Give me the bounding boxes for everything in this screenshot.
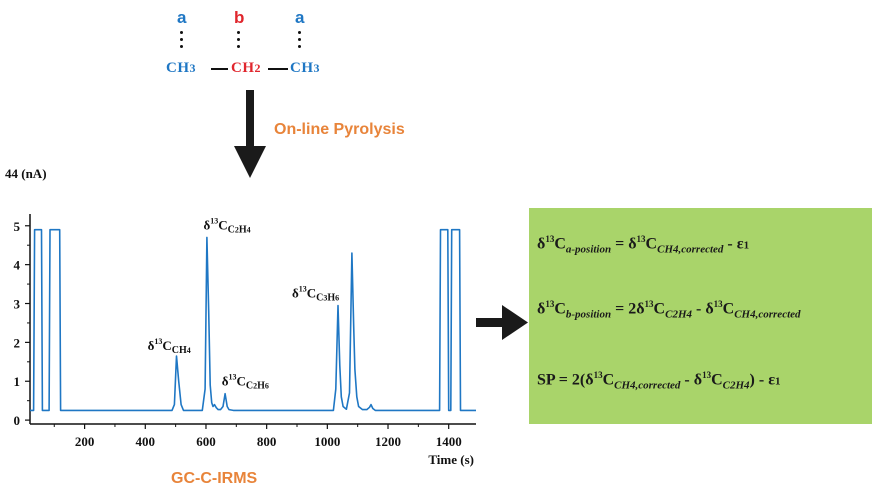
y-tick-label: 4 — [14, 258, 21, 273]
x-axis-label: Time (s) — [428, 452, 474, 467]
dotted-connector-left — [180, 31, 183, 52]
x-tick-label: 1200 — [375, 434, 401, 449]
down-arrow-icon — [234, 90, 266, 178]
methyl-group-right: CH3 — [290, 60, 320, 77]
right-arrow-icon — [476, 305, 528, 340]
bond-left — [211, 68, 228, 70]
position-label-b: b — [234, 8, 245, 27]
equation-panel: δ13Ca-position = δ13CCH4,corrected - ε1 … — [529, 208, 872, 424]
chromatogram-trace — [30, 228, 476, 412]
bond-right — [268, 68, 288, 70]
dotted-connector-middle — [237, 31, 240, 52]
x-tick-label: 600 — [196, 434, 216, 449]
group-sub: 3 — [189, 61, 196, 75]
group-sub: 2 — [254, 61, 261, 75]
equation-b-position: δ13Cb-position = 2δ13CC2H4 - δ13CCH4,cor… — [537, 299, 801, 321]
equation-a-position: δ13Ca-position = δ13CCH4,corrected - ε1 — [537, 234, 750, 256]
peak-annotation: δ13CC2H6 — [222, 373, 269, 392]
x-tick-label: 1000 — [314, 434, 340, 449]
x-tick-label: 800 — [257, 434, 277, 449]
dotted-connector-right — [298, 31, 301, 52]
x-tick-label: 200 — [75, 434, 95, 449]
y-tick-label: 2 — [14, 335, 21, 350]
y-axis-label: 44 (nA) — [5, 166, 47, 181]
group-sub: 3 — [313, 61, 320, 75]
equation-site-preference: SP = 2(δ13CCH4,corrected - δ13CC2H4) - ε… — [537, 370, 781, 392]
y-tick-label: 3 — [14, 297, 21, 312]
x-tick-label: 1400 — [436, 434, 462, 449]
methyl-group-left: CH3 — [166, 60, 196, 77]
position-label-a-left: a — [177, 8, 187, 27]
position-label-a-right: a — [295, 8, 305, 27]
peak-annotation: δ13CCH4 — [148, 337, 191, 356]
peak-annotation: δ13CC2H4 — [203, 216, 250, 235]
instrument-label: GC-C-IRMS — [171, 470, 258, 487]
y-tick-label: 1 — [14, 374, 21, 389]
group-main: CH — [166, 60, 190, 76]
chromatogram-chart: 44 (nA) 0 1 2 3 4 5 200 400 600 800 1000 1200 1400 Tim… — [5, 166, 476, 467]
methylene-group: CH2 — [231, 60, 261, 77]
peak-annotation: δ13CC3H6 — [292, 284, 339, 303]
x-tick-label: 400 — [136, 434, 156, 449]
group-main: CH — [231, 60, 255, 76]
process-label: On-line Pyrolysis — [274, 121, 405, 138]
group-main: CH — [290, 60, 314, 76]
y-tick-label: 5 — [14, 219, 21, 234]
y-tick-label: 0 — [14, 413, 21, 428]
